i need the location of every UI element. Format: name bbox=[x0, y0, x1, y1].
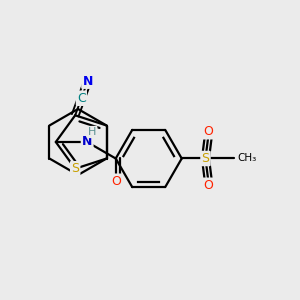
Text: S: S bbox=[202, 152, 209, 165]
Text: H: H bbox=[88, 127, 96, 137]
Text: N: N bbox=[82, 136, 92, 148]
Text: O: O bbox=[203, 125, 213, 138]
Text: N: N bbox=[82, 75, 93, 88]
Text: C: C bbox=[77, 92, 86, 105]
Text: S: S bbox=[71, 162, 79, 175]
Text: CH₃: CH₃ bbox=[238, 154, 257, 164]
Text: O: O bbox=[203, 179, 213, 192]
Text: O: O bbox=[111, 175, 121, 188]
